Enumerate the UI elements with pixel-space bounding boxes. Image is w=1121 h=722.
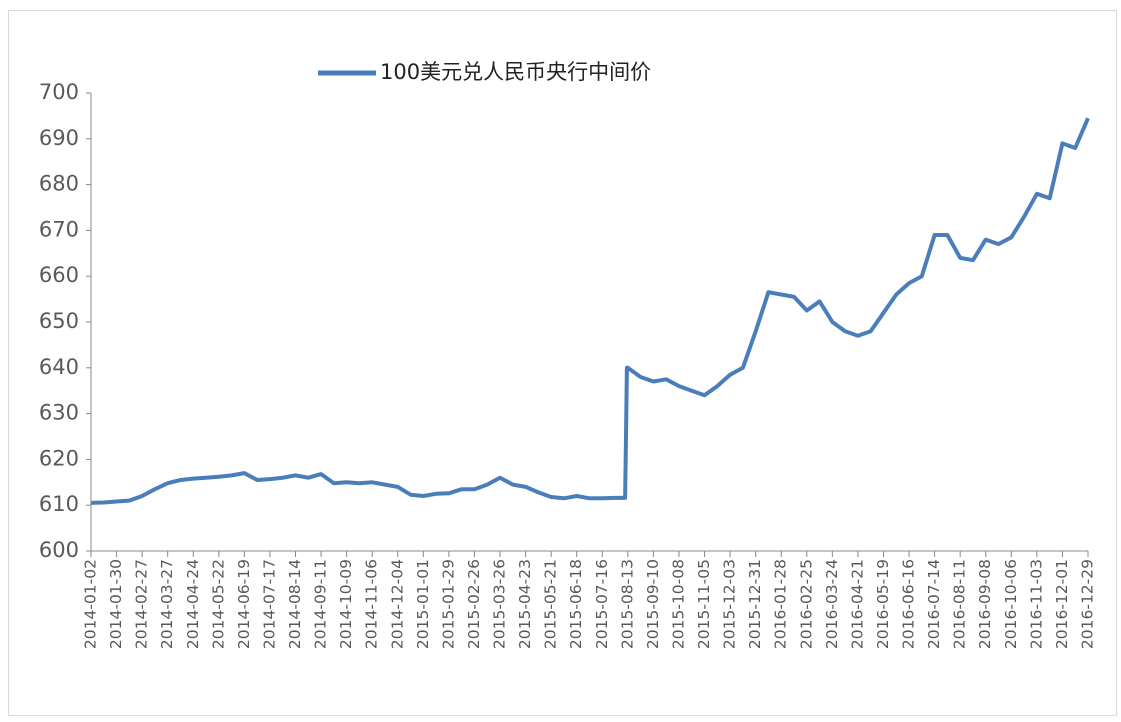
x-tick-label: 2015-12-03 [721,559,739,649]
x-tick-label: 2014-04-24 [184,559,202,649]
x-tick-label: 2015-02-26 [465,559,483,649]
x-tick-label: 2016-12-01 [1053,559,1071,649]
x-tick-label: 2016-09-08 [976,559,994,649]
x-tick-label: 2015-04-23 [516,559,534,649]
x-tick-label: 2016-01-28 [772,559,790,649]
legend-label: 100美元兑人民币央行中间价 [380,60,651,84]
x-tick-label: 2015-09-10 [644,559,662,649]
y-tick-label: 670 [39,217,79,241]
x-tick-label: 2014-11-06 [363,559,381,649]
x-tick-label: 2015-08-13 [618,559,636,649]
x-tick-label: 2015-12-31 [746,559,764,649]
x-tick-label: 2015-01-29 [439,559,457,649]
x-tick-label: 2016-12-29 [1079,559,1097,649]
x-tick-label: 2016-06-16 [900,559,918,649]
y-tick-label: 650 [39,309,79,333]
y-tick-label: 600 [39,538,79,562]
x-tick-label: 2016-08-11 [951,559,969,649]
x-tick-label: 2015-11-05 [695,559,713,649]
series-line [90,117,1090,505]
x-tick-label: 2014-05-22 [209,559,227,649]
x-tick-label: 2015-07-16 [593,559,611,649]
y-tick-label: 700 [39,80,79,104]
x-tick-label: 2015-05-21 [542,559,560,649]
x-tick-label: 2016-07-14 [925,559,943,649]
x-tick-label: 2014-09-11 [312,559,330,649]
x-tick-label: 2015-01-01 [414,559,432,649]
x-tick-label: 2014-12-04 [388,559,406,649]
chart-frame [8,10,1117,716]
x-tick-label: 2014-06-19 [235,559,253,649]
y-tick-label: 660 [39,263,79,287]
x-tick-label: 2014-07-17 [260,559,278,649]
y-tick-label: 610 [39,492,79,516]
x-tick-label: 2016-05-19 [874,559,892,649]
x-tick-label: 2016-03-24 [823,559,841,649]
y-tick-label: 640 [39,355,79,379]
x-tick-label: 2014-10-09 [337,559,355,649]
x-tick-label: 2014-08-14 [286,559,304,649]
y-tick-label: 680 [39,172,79,196]
x-tick-label: 2014-01-30 [107,559,125,649]
y-tick-label: 630 [39,401,79,425]
x-tick-label: 2016-02-25 [797,559,815,649]
x-tick-label: 2015-06-18 [567,559,585,649]
x-tick-label: 2015-10-08 [669,559,687,649]
x-tick-label: 2014-01-02 [82,559,100,649]
x-tick-label: 2016-11-03 [1027,559,1045,649]
y-tick-label: 690 [39,126,79,150]
x-tick-label: 2016-10-06 [1002,559,1020,649]
x-tick-label: 2014-02-27 [133,559,151,649]
x-tick-label: 2016-04-21 [848,559,866,649]
y-tick-label: 620 [39,446,79,470]
x-tick-label: 2015-03-26 [491,559,509,649]
x-tick-label: 2014-03-27 [158,559,176,649]
